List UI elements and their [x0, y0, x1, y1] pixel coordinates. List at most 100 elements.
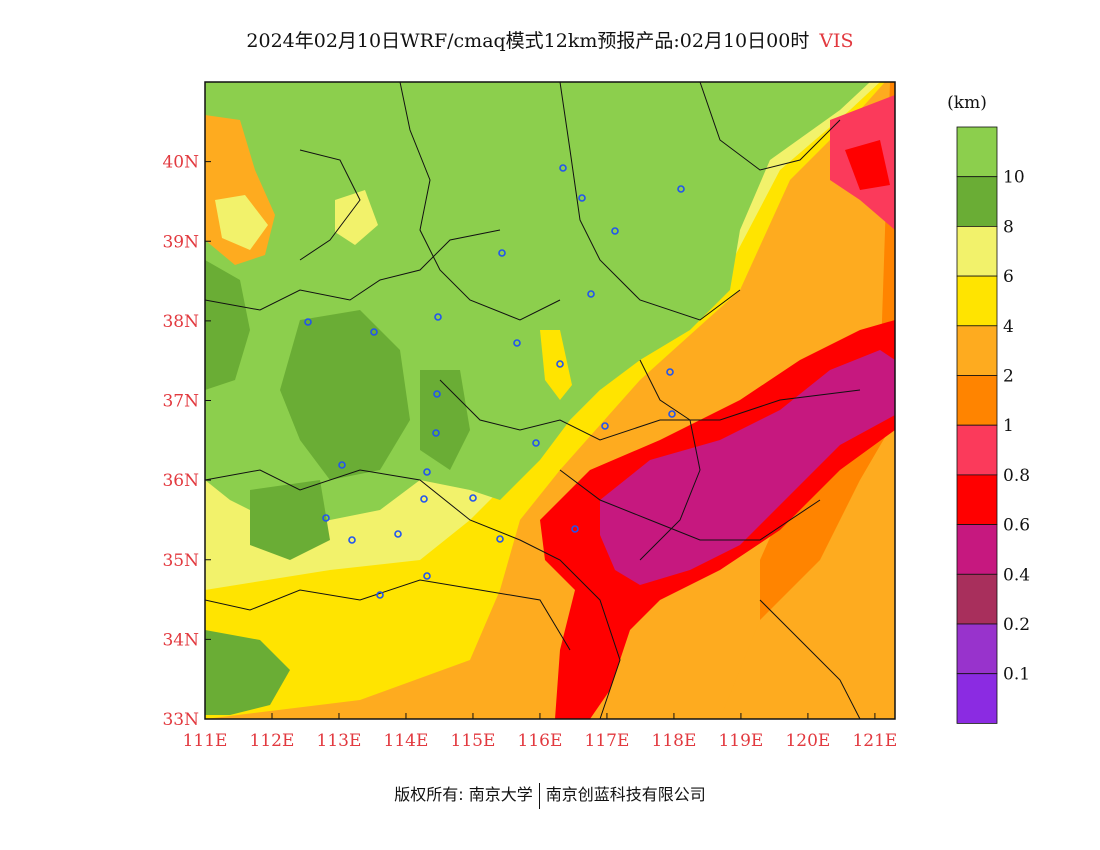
- field-light-orange-se: [720, 420, 895, 719]
- station-marker: [498, 249, 506, 257]
- boundary-line: [759, 599, 861, 719]
- station-marker: [496, 535, 504, 543]
- x-tick-label: 117E: [585, 731, 630, 751]
- map-title: 2024年02月10日WRF/cmaq模式12km预报产品:02月10日00时 V…: [0, 26, 1100, 53]
- boundary-line: [205, 229, 501, 311]
- colorbar-label: 1: [1003, 416, 1014, 436]
- x-tick-label: 112E: [250, 731, 295, 751]
- station-marker: [559, 164, 567, 172]
- footer-separator: [538, 782, 540, 809]
- station-marker: [370, 328, 378, 336]
- field-darkgreen-5: [205, 630, 290, 715]
- x-tick-label: 114E: [384, 731, 429, 751]
- boundary-line: [559, 469, 821, 541]
- province-boundaries: [205, 82, 861, 719]
- station-marker: [513, 339, 521, 347]
- y-tick-label: 40N: [162, 153, 199, 173]
- field-darkgreen-3: [205, 260, 250, 390]
- colorbar-label: 0.2: [1003, 615, 1030, 635]
- y-tick-label: 38N: [162, 312, 199, 332]
- field-darkgreen-4: [250, 480, 330, 560]
- boundary-line: [299, 149, 361, 261]
- colorbar-swatch: [956, 524, 998, 575]
- station-marker: [432, 429, 440, 437]
- station-marker: [338, 461, 346, 469]
- colorbar-swatch: [956, 673, 998, 724]
- station-marker: [348, 536, 356, 544]
- colorbar-swatch: [956, 325, 998, 376]
- colorbar-label: 10: [1003, 168, 1025, 188]
- station-marker: [322, 514, 330, 522]
- colorbar-label: 6: [1003, 267, 1014, 287]
- y-axis: 33N 34N 35N 36N 37N 38N 39N 40N: [162, 153, 211, 730]
- colorbar-swatch: [956, 474, 998, 525]
- colorbar-label: 0.1: [1003, 665, 1030, 685]
- boundary-line: [205, 469, 621, 719]
- forecast-field: [205, 82, 895, 719]
- boundary-line: [399, 82, 561, 321]
- x-tick-label: 111E: [183, 731, 228, 751]
- boundary-line: [639, 359, 701, 561]
- station-marker: [666, 368, 674, 376]
- station-marker: [394, 530, 402, 538]
- station-marker: [571, 525, 579, 533]
- colorbar-label: 0.8: [1003, 466, 1030, 486]
- field-red-ne: [845, 140, 890, 190]
- colorbar-swatch: [956, 375, 998, 426]
- station-markers: [304, 164, 685, 599]
- x-tick-label: 116E: [518, 731, 563, 751]
- colorbar-unit: (km): [947, 93, 987, 113]
- colorbar-swatch: [956, 225, 998, 277]
- colorbar-label: 0.6: [1003, 516, 1030, 536]
- y-tick-label: 33N: [162, 710, 199, 730]
- y-tick-label: 37N: [162, 392, 199, 412]
- station-marker: [578, 194, 586, 202]
- title-main: 2024年02月10日WRF/cmaq模式12km预报产品:02月10日00时: [246, 30, 810, 52]
- y-tick-label: 39N: [162, 232, 199, 252]
- station-marker: [433, 390, 441, 398]
- y-tick-label: 36N: [162, 471, 199, 491]
- x-tick-label: 115E: [451, 731, 496, 751]
- title-variable: VIS: [819, 30, 854, 52]
- colorbar-label: 4: [1003, 317, 1014, 337]
- station-marker: [556, 360, 564, 368]
- field-mid-yellow: [540, 330, 572, 400]
- y-tick-label: 34N: [162, 630, 199, 650]
- colorbar-label: 8: [1003, 217, 1014, 237]
- colorbar-label: 2: [1003, 367, 1014, 387]
- x-tick-label: 121E: [852, 731, 897, 751]
- footer-right: 南京创蓝科技有限公司: [545, 785, 706, 804]
- y-tick-label: 35N: [162, 551, 199, 571]
- station-marker: [469, 494, 477, 502]
- colorbar-swatch: [956, 126, 998, 178]
- field-darkgreen-1: [280, 310, 410, 480]
- boundary-line: [699, 82, 841, 171]
- colorbar-label: 0.4: [1003, 565, 1030, 585]
- station-marker: [423, 572, 431, 580]
- boundary-line: [205, 579, 571, 651]
- x-axis: 111E 112E 113E 114E 115E 116E 117E 118E 119E 120E…: [183, 713, 897, 751]
- footer-left: 版权所有: 南京大学: [394, 785, 533, 804]
- x-tick-label: 118E: [652, 731, 697, 751]
- station-marker: [423, 468, 431, 476]
- station-marker: [601, 422, 609, 430]
- field-darkgreen-2: [420, 370, 470, 470]
- colorbar: 10 8 6 4 2 1 0.8 0.6 0.4 0.2 0.1: [956, 126, 1030, 724]
- boundary-line: [559, 82, 741, 321]
- station-marker: [611, 227, 619, 235]
- station-marker: [304, 318, 312, 326]
- colorbar-swatch: [956, 623, 998, 675]
- colorbar-swatch: [956, 573, 998, 625]
- x-tick-label: 120E: [785, 731, 830, 751]
- station-marker: [587, 290, 595, 298]
- colorbar-swatch: [956, 275, 998, 327]
- station-marker: [434, 313, 442, 321]
- field-n-paleyellow: [335, 190, 378, 245]
- boundary-line: [439, 379, 861, 441]
- station-marker: [376, 591, 384, 599]
- station-marker: [668, 410, 676, 418]
- station-marker: [420, 495, 428, 503]
- station-marker: [677, 185, 685, 193]
- field-nw-paleyellow: [215, 195, 268, 250]
